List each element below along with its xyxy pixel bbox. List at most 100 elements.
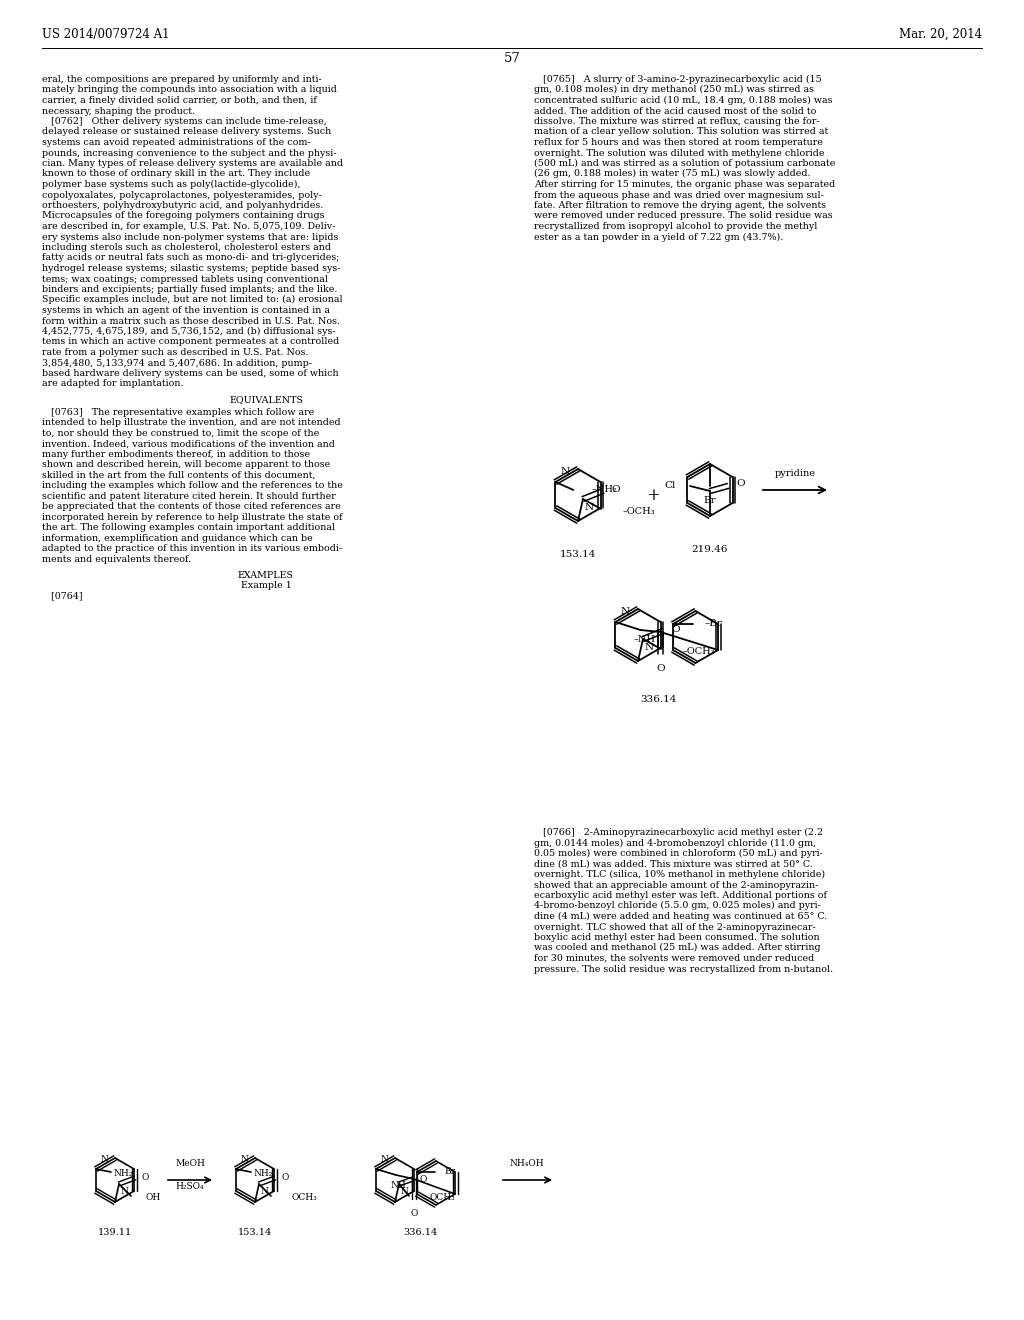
Text: EQUIVALENTS: EQUIVALENTS: [229, 395, 303, 404]
Text: 139.11: 139.11: [98, 1228, 132, 1237]
Text: shown and described herein, will become apparent to those: shown and described herein, will become …: [42, 461, 331, 470]
Text: to, nor should they be construed to, limit the scope of the: to, nor should they be construed to, lim…: [42, 429, 319, 438]
Text: including the examples which follow and the references to the: including the examples which follow and …: [42, 482, 343, 490]
Text: –OCH₃: –OCH₃: [623, 507, 655, 516]
Text: After stirring for 15 minutes, the organic phase was separated: After stirring for 15 minutes, the organ…: [534, 180, 836, 189]
Text: dissolve. The mixture was stirred at reflux, causing the for-: dissolve. The mixture was stirred at ref…: [534, 117, 819, 125]
Text: 219.46: 219.46: [692, 545, 728, 554]
Text: pressure. The solid residue was recrystallized from n-butanol.: pressure. The solid residue was recrysta…: [534, 965, 834, 974]
Text: intended to help illustrate the invention, and are not intended: intended to help illustrate the inventio…: [42, 418, 341, 428]
Text: gm, 0.0144 moles) and 4-bromobenzoyl chloride (11.0 gm,: gm, 0.0144 moles) and 4-bromobenzoyl chl…: [534, 838, 816, 847]
Text: N: N: [400, 1187, 408, 1196]
Text: 336.14: 336.14: [640, 696, 676, 704]
Text: overnight. TLC (silica, 10% methanol in methylene chloride): overnight. TLC (silica, 10% methanol in …: [534, 870, 825, 879]
Text: adapted to the practice of this invention in its various embodi-: adapted to the practice of this inventio…: [42, 544, 342, 553]
Text: hydrogel release systems; silastic systems; peptide based sys-: hydrogel release systems; silastic syste…: [42, 264, 341, 273]
Text: N: N: [585, 503, 594, 512]
Text: OCH₃: OCH₃: [429, 1193, 455, 1203]
Text: OCH₃: OCH₃: [291, 1193, 316, 1203]
Text: O: O: [736, 479, 744, 488]
Text: 4,452,775, 4,675,189, and 5,736,152, and (b) diffusional sys-: 4,452,775, 4,675,189, and 5,736,152, and…: [42, 327, 336, 337]
Text: OH: OH: [145, 1193, 160, 1203]
Text: concentrated sulfuric acid (10 mL, 18.4 gm, 0.188 moles) was: concentrated sulfuric acid (10 mL, 18.4 …: [534, 96, 833, 106]
Text: based hardware delivery systems can be used, some of which: based hardware delivery systems can be u…: [42, 370, 339, 378]
Text: 0.05 moles) were combined in chloroform (50 mL) and pyri-: 0.05 moles) were combined in chloroform …: [534, 849, 823, 858]
Text: 3,854,480, 5,133,974 and 5,407,686. In addition, pump-: 3,854,480, 5,133,974 and 5,407,686. In a…: [42, 359, 312, 367]
Text: overnight. TLC showed that all of the 2-aminopyrazinecar-: overnight. TLC showed that all of the 2-…: [534, 923, 816, 932]
Text: O: O: [420, 1175, 427, 1184]
Text: N: N: [561, 466, 570, 475]
Text: O: O: [611, 484, 620, 494]
Text: [0766]   2-Aminopyrazinecarboxylic acid methyl ester (2.2: [0766] 2-Aminopyrazinecarboxylic acid me…: [534, 828, 823, 837]
Text: are adapted for implantation.: are adapted for implantation.: [42, 380, 183, 388]
Text: EXAMPLES: EXAMPLES: [238, 570, 294, 579]
Text: tems in which an active component permeates at a controlled: tems in which an active component permea…: [42, 338, 339, 346]
Text: necessary, shaping the product.: necessary, shaping the product.: [42, 107, 195, 116]
Text: 4-bromo-benzoyl chloride (5.5.0 gm, 0.025 moles) and pyri-: 4-bromo-benzoyl chloride (5.5.0 gm, 0.02…: [534, 902, 821, 911]
Text: incorporated herein by reference to help illustrate the state of: incorporated herein by reference to help…: [42, 513, 343, 521]
Text: N: N: [100, 1155, 108, 1164]
Text: +: +: [646, 487, 659, 503]
Text: NH: NH: [391, 1180, 407, 1189]
Text: systems in which an agent of the invention is contained in a: systems in which an agent of the inventi…: [42, 306, 330, 315]
Text: (26 gm, 0.188 moles) in water (75 mL) was slowly added.: (26 gm, 0.188 moles) in water (75 mL) wa…: [534, 169, 811, 178]
Text: dine (4 mL) were added and heating was continued at 65° C.: dine (4 mL) were added and heating was c…: [534, 912, 827, 921]
Text: delayed release or sustained release delivery systems. Such: delayed release or sustained release del…: [42, 128, 331, 136]
Text: N: N: [260, 1187, 268, 1196]
Text: N: N: [380, 1155, 388, 1164]
Text: pyridine: pyridine: [774, 469, 815, 478]
Text: systems can avoid repeated administrations of the com-: systems can avoid repeated administratio…: [42, 139, 310, 147]
Text: Mar. 20, 2014: Mar. 20, 2014: [899, 28, 982, 41]
Text: ery systems also include non-polymer systems that are: lipids: ery systems also include non-polymer sys…: [42, 232, 338, 242]
Text: US 2014/0079724 A1: US 2014/0079724 A1: [42, 28, 170, 41]
Text: ecarboxylic acid methyl ester was left. Additional portions of: ecarboxylic acid methyl ester was left. …: [534, 891, 827, 900]
Text: copolyoxalates, polycaprolactones, polyesteramides, poly-: copolyoxalates, polycaprolactones, polye…: [42, 190, 322, 199]
Text: MeOH: MeOH: [175, 1159, 205, 1168]
Text: [0765]   A slurry of 3-amino-2-pyrazinecarboxylic acid (15: [0765] A slurry of 3-amino-2-pyrazinecar…: [534, 75, 821, 84]
Text: 336.14: 336.14: [402, 1228, 437, 1237]
Text: overnight. The solution was diluted with methylene chloride: overnight. The solution was diluted with…: [534, 149, 824, 157]
Text: O: O: [142, 1173, 150, 1183]
Text: –NH: –NH: [634, 635, 655, 644]
Text: fatty acids or neutral fats such as mono-di- and tri-glycerides;: fatty acids or neutral fats such as mono…: [42, 253, 339, 263]
Text: binders and excipients; partially fused implants; and the like.: binders and excipients; partially fused …: [42, 285, 337, 294]
Text: –Br: –Br: [705, 619, 723, 628]
Text: ester as a tan powder in a yield of 7.22 gm (43.7%).: ester as a tan powder in a yield of 7.22…: [534, 232, 783, 242]
Text: known to those of ordinary skill in the art. They include: known to those of ordinary skill in the …: [42, 169, 310, 178]
Text: O: O: [282, 1173, 290, 1183]
Text: cian. Many types of release delivery systems are available and: cian. Many types of release delivery sys…: [42, 158, 343, 168]
Text: N: N: [240, 1155, 248, 1164]
Text: was cooled and methanol (25 mL) was added. After stirring: was cooled and methanol (25 mL) was adde…: [534, 944, 820, 953]
Text: 153.14: 153.14: [560, 550, 596, 558]
Text: NH₄OH: NH₄OH: [510, 1159, 545, 1168]
Text: tems; wax coatings; compressed tablets using conventional: tems; wax coatings; compressed tablets u…: [42, 275, 328, 284]
Text: Br: Br: [703, 496, 717, 506]
Text: invention. Indeed, various modifications of the invention and: invention. Indeed, various modifications…: [42, 440, 335, 449]
Text: from the aqueous phase and was dried over magnesium sul-: from the aqueous phase and was dried ove…: [534, 190, 824, 199]
Text: including sterols such as cholesterol, cholesterol esters and: including sterols such as cholesterol, c…: [42, 243, 331, 252]
Text: pounds, increasing convenience to the subject and the physi-: pounds, increasing convenience to the su…: [42, 149, 337, 157]
Text: NH₂: NH₂: [114, 1168, 133, 1177]
Text: showed that an appreciable amount of the 2-aminopyrazin-: showed that an appreciable amount of the…: [534, 880, 818, 890]
Text: skilled in the art from the full contents of this document,: skilled in the art from the full content…: [42, 471, 315, 480]
Text: O: O: [671, 624, 680, 634]
Text: N: N: [621, 606, 630, 615]
Text: eral, the compositions are prepared by uniformly and inti-: eral, the compositions are prepared by u…: [42, 75, 322, 84]
Text: carrier, a finely divided solid carrier, or both, and then, if: carrier, a finely divided solid carrier,…: [42, 96, 316, 106]
Text: gm, 0.108 moles) in dry methanol (250 mL) was stirred as: gm, 0.108 moles) in dry methanol (250 mL…: [534, 86, 814, 95]
Text: fate. After filtration to remove the drying agent, the solvents: fate. After filtration to remove the dry…: [534, 201, 826, 210]
Text: H₂SO₄: H₂SO₄: [176, 1181, 205, 1191]
Text: form within a matrix such as those described in U.S. Pat. Nos.: form within a matrix such as those descr…: [42, 317, 340, 326]
Text: recrystallized from isopropyl alcohol to provide the methyl: recrystallized from isopropyl alcohol to…: [534, 222, 817, 231]
Text: were removed under reduced pressure. The solid residue was: were removed under reduced pressure. The…: [534, 211, 833, 220]
Text: scientific and patent literature cited herein. It should further: scientific and patent literature cited h…: [42, 492, 336, 500]
Text: [0762]   Other delivery systems can include time-release,: [0762] Other delivery systems can includ…: [42, 117, 327, 125]
Text: N: N: [120, 1187, 128, 1196]
Text: –NH₂: –NH₂: [592, 486, 617, 495]
Text: O: O: [656, 664, 665, 673]
Text: mation of a clear yellow solution. This solution was stirred at: mation of a clear yellow solution. This …: [534, 128, 828, 136]
Text: ments and equivalents thereof.: ments and equivalents thereof.: [42, 554, 191, 564]
Text: –OCH₃: –OCH₃: [683, 647, 716, 656]
Text: be appreciated that the contents of those cited references are: be appreciated that the contents of thos…: [42, 503, 341, 511]
Text: reflux for 5 hours and was then stored at room temperature: reflux for 5 hours and was then stored a…: [534, 139, 823, 147]
